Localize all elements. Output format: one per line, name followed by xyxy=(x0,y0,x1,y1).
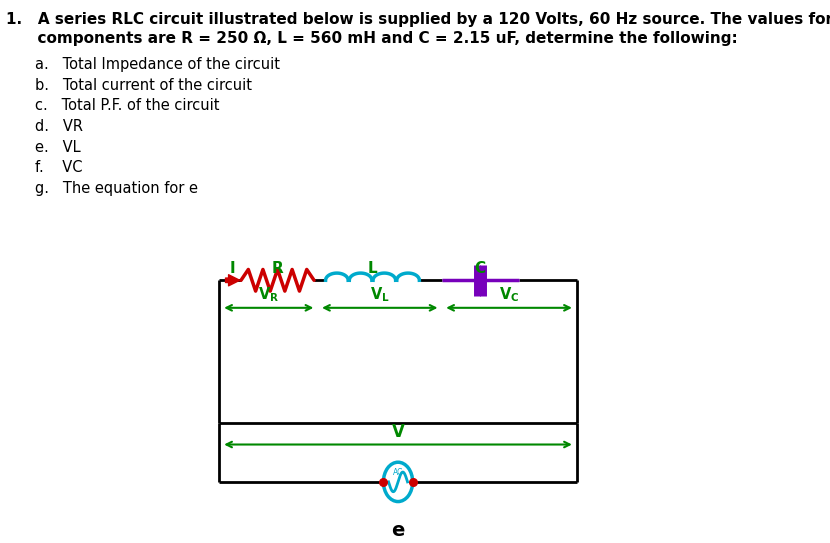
Text: e.   VL: e. VL xyxy=(35,140,81,155)
Text: $\mathbf{V_C}$: $\mathbf{V_C}$ xyxy=(499,285,520,304)
Text: f.    VC: f. VC xyxy=(35,160,82,175)
Text: $\mathbf{V}$: $\mathbf{V}$ xyxy=(391,422,405,440)
Text: L: L xyxy=(368,261,378,276)
Text: $\mathbf{V_R}$: $\mathbf{V_R}$ xyxy=(258,285,280,304)
Text: c.   Total P.F. of the circuit: c. Total P.F. of the circuit xyxy=(35,98,220,113)
Text: I: I xyxy=(229,261,235,276)
Text: b.   Total current of the circuit: b. Total current of the circuit xyxy=(35,78,252,93)
Text: 1.   A series RLC circuit illustrated below is supplied by a 120 Volts, 60 Hz so: 1. A series RLC circuit illustrated belo… xyxy=(6,12,830,27)
Text: $\mathbf{V_L}$: $\mathbf{V_L}$ xyxy=(370,285,389,304)
Text: a.   Total Impedance of the circuit: a. Total Impedance of the circuit xyxy=(35,57,280,72)
Text: components are R = 250 Ω, L = 560 mH and C = 2.15 uF, determine the following:: components are R = 250 Ω, L = 560 mH and… xyxy=(6,31,738,47)
Text: g.   The equation for e: g. The equation for e xyxy=(35,181,198,196)
Text: C: C xyxy=(475,261,486,276)
Text: d.   VR: d. VR xyxy=(35,119,83,134)
Text: R: R xyxy=(271,261,283,276)
Text: e: e xyxy=(391,521,405,540)
Text: AC: AC xyxy=(393,468,403,477)
